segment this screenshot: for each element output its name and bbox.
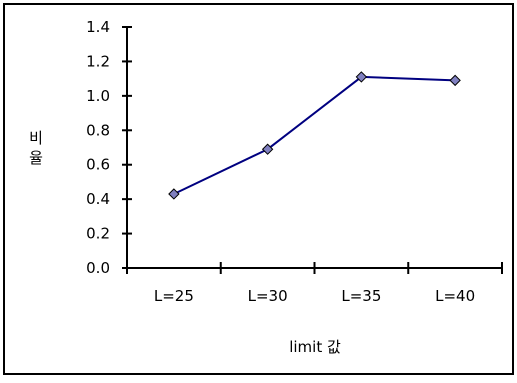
data-point-marker: [168, 188, 180, 200]
y-axis-label-char: 비: [29, 129, 43, 147]
x-tick-label: L=25: [154, 287, 194, 305]
y-tick-label: 0.2: [86, 225, 110, 243]
y-tick-label: 1.2: [86, 52, 110, 70]
y-tick-label: 0.4: [86, 190, 110, 208]
x-tick-label: L=30: [248, 287, 288, 305]
series-group: [168, 71, 461, 200]
y-tick-label: 1.0: [86, 87, 110, 105]
chart-frame: [3, 3, 514, 375]
x-tick-label: L=40: [435, 287, 475, 305]
y-axis-label-char: 율: [29, 149, 43, 167]
y-tick-labels: 0.0 0.2 0.4 0.6 0.8 1.0 1.2 1.4: [86, 18, 110, 277]
data-point-marker: [355, 71, 368, 83]
x-tick-labels: L=25 L=30 L=35 L=40: [154, 287, 475, 305]
y-axis-label: 비율: [29, 129, 43, 167]
series-line: [173, 75, 456, 195]
y-tick-label: 0.6: [86, 156, 110, 174]
y-tick-label: 0.0: [86, 259, 110, 277]
data-point-marker: [449, 74, 461, 87]
x-axis-label: limit 값: [289, 338, 341, 356]
y-tick-label: 1.4: [86, 18, 110, 36]
x-tick-label: L=35: [341, 287, 381, 305]
data-point-marker: [261, 143, 274, 155]
y-tick-label: 0.8: [86, 121, 110, 139]
tick-marks: [122, 26, 503, 274]
